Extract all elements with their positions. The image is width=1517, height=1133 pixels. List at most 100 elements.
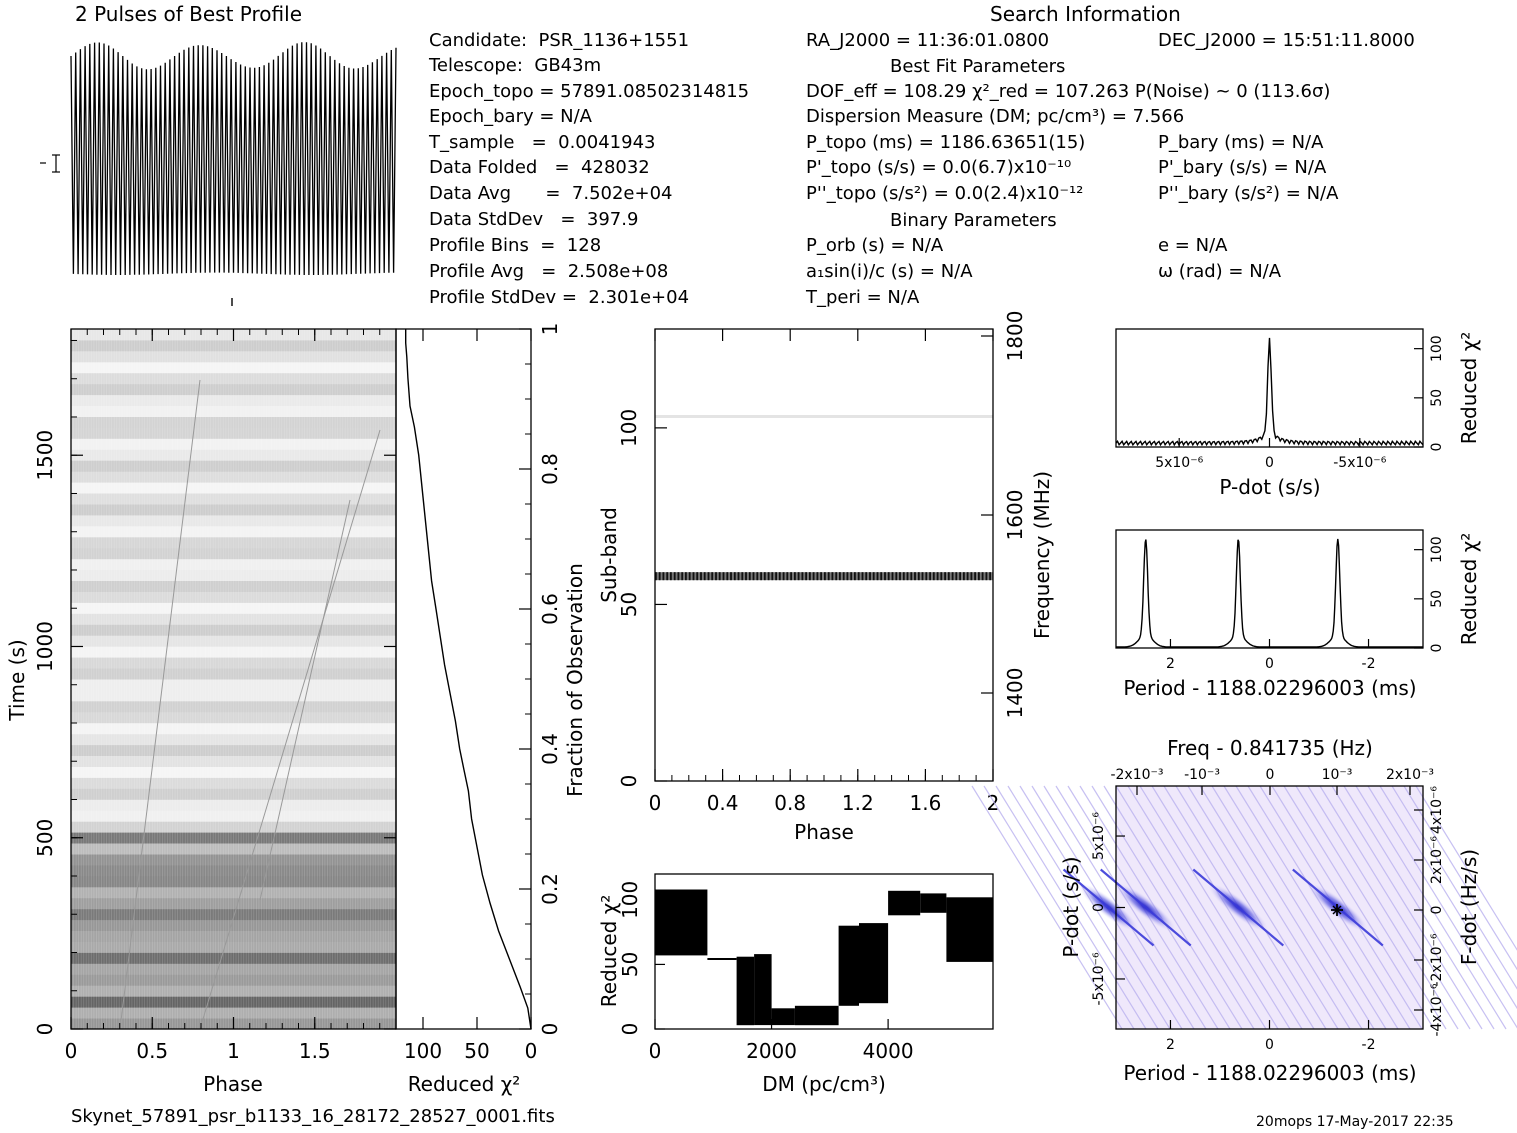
pd-xlabel: P-dot (s/s) [1219,475,1320,499]
time-phase-row [71,438,396,450]
subband-pulse-mark [989,572,991,581]
time-phase-drift-streak [119,379,201,1030]
subband-pulse-mark [726,572,729,581]
subband-pulse-mark [718,572,721,581]
time-phase-row [71,613,396,625]
ppdot-stripe [1379,785,1517,1010]
time-phase-row [71,646,396,658]
profile-waveform [70,42,397,276]
pdd-bary-readout: P''_bary (s/s²) = N/A [1158,183,1339,204]
time-phase-row [71,372,396,385]
ppdot-stripe [1235,785,1387,1030]
ppdot-stripe [1319,785,1471,1030]
dm-ytick-label: 50 [618,952,642,977]
time-phase-row [71,919,396,931]
dm-segment [920,893,947,913]
subband-pulse-mark [827,572,830,581]
subband-pulse-mark [891,572,894,581]
time-phase-row [71,427,396,439]
ppdot-best-marker [1331,904,1343,916]
subband-pulse-mark [985,572,988,581]
ppdot-stripe [1211,785,1363,1030]
subband-pulse-mark [771,572,774,581]
time-phase-row [71,525,396,538]
pp-ytick-label: 0 [1091,903,1107,912]
ppdot-ridge [1062,868,1155,947]
dm-segment [946,897,993,962]
subband-pulse-mark [820,572,822,581]
subband-pulse-mark [782,572,785,581]
time-phase-row [71,657,396,669]
ra-readout: RA_J2000 = 11:36:01.0800 [806,30,1049,51]
subband-pulse-mark [696,572,699,581]
time-phase-row [71,744,396,756]
tp-ytick-label: 1500 [33,430,57,481]
time-phase-row [71,471,396,483]
dm-frame [654,873,994,1030]
time-phase-row [71,580,396,592]
info-left-line: Profile StdDev = 2.301e+04 [429,287,689,308]
ppdot-ridge [1192,868,1285,947]
pc-xtick-label: 2 [1166,656,1175,672]
info-left-line: Candidate: PSR_1136+1551 [429,30,689,51]
time-phase-row [71,733,396,746]
subband-pulse-mark [700,572,702,581]
ppdot-stripe [1367,785,1517,1029]
sb-xtick-label: 0 [649,791,662,815]
pp-y2tick-label: -2x10⁻⁶ [1429,933,1445,986]
time-phase-row [71,700,396,713]
subband-pulse-mark [835,572,838,581]
ppdot-stripe [1055,785,1207,1030]
time-phase-row [71,996,396,1008]
ppdot-stripe [1355,785,1507,1030]
ppdot-stripe [983,785,1135,1030]
pp-xtick-label: -2 [1362,1037,1376,1053]
dm-segment [655,889,708,956]
time-phase-row [71,504,396,516]
subband-faint-band [655,415,993,418]
time-phase-row [71,941,396,953]
subband-pulse-mark [839,572,841,581]
subband-pulse-mark [899,572,901,581]
subband-pulse-mark [824,572,826,581]
subband-pulse-mark [816,572,819,581]
pp-xtick-label: 0 [1265,1037,1274,1053]
sb-xtick-label: 1.2 [842,791,874,815]
time-phase-row [71,558,396,571]
time-phase-row [71,339,396,352]
subband-pulse-mark [741,572,744,581]
ppdot-stripe [1115,785,1267,1030]
pd-bary-readout: P'_bary (s/s) = N/A [1158,157,1327,178]
ppdot-stripe [1103,785,1255,1030]
chi2-fraction-plot: 100 50 00 0.2 0.4 0.6 0.8 1 [395,323,562,1063]
pd-xtick-label: 5x10⁻⁶ [1155,455,1203,471]
dm-xtick-label: 0 [649,1039,662,1063]
ppdot-stripe [1283,785,1435,1030]
ppdot-stripe [1127,785,1279,1030]
time-phase-row [71,591,396,603]
subband-pulse-mark [722,572,725,581]
dm-segment [888,890,921,916]
pp-ylabel: P-dot (s/s) [1059,856,1083,957]
pp-top-tick-label: -10⁻³ [1184,767,1220,783]
subband-pulse-mark [733,572,736,581]
rc-ytick-label: 0 [538,1023,562,1036]
sb-ytick-label: 50 [617,592,641,617]
subband-pulse-mark [917,572,920,581]
subband-pulse-mark [959,572,961,581]
subband-pulse-mark [670,572,672,581]
subband-pulse-mark [715,572,717,581]
sb-y2tick-label: 1400 [1003,668,1027,719]
time-phase-row [71,460,396,472]
pp-ylabel2: F-dot (Hz/s) [1457,849,1481,965]
time-phase-row [71,1007,396,1019]
subband-pulse-mark [737,572,740,581]
info-left-line: Telescope: GB43m [428,55,601,76]
subband-pulse-mark [902,572,905,581]
ppdot-stripe [1295,785,1447,1030]
time-phase-row [71,810,396,822]
ppdot-stripe [1187,785,1339,1030]
time-phase-row [71,394,396,406]
e-readout: e = N/A [1158,235,1228,256]
